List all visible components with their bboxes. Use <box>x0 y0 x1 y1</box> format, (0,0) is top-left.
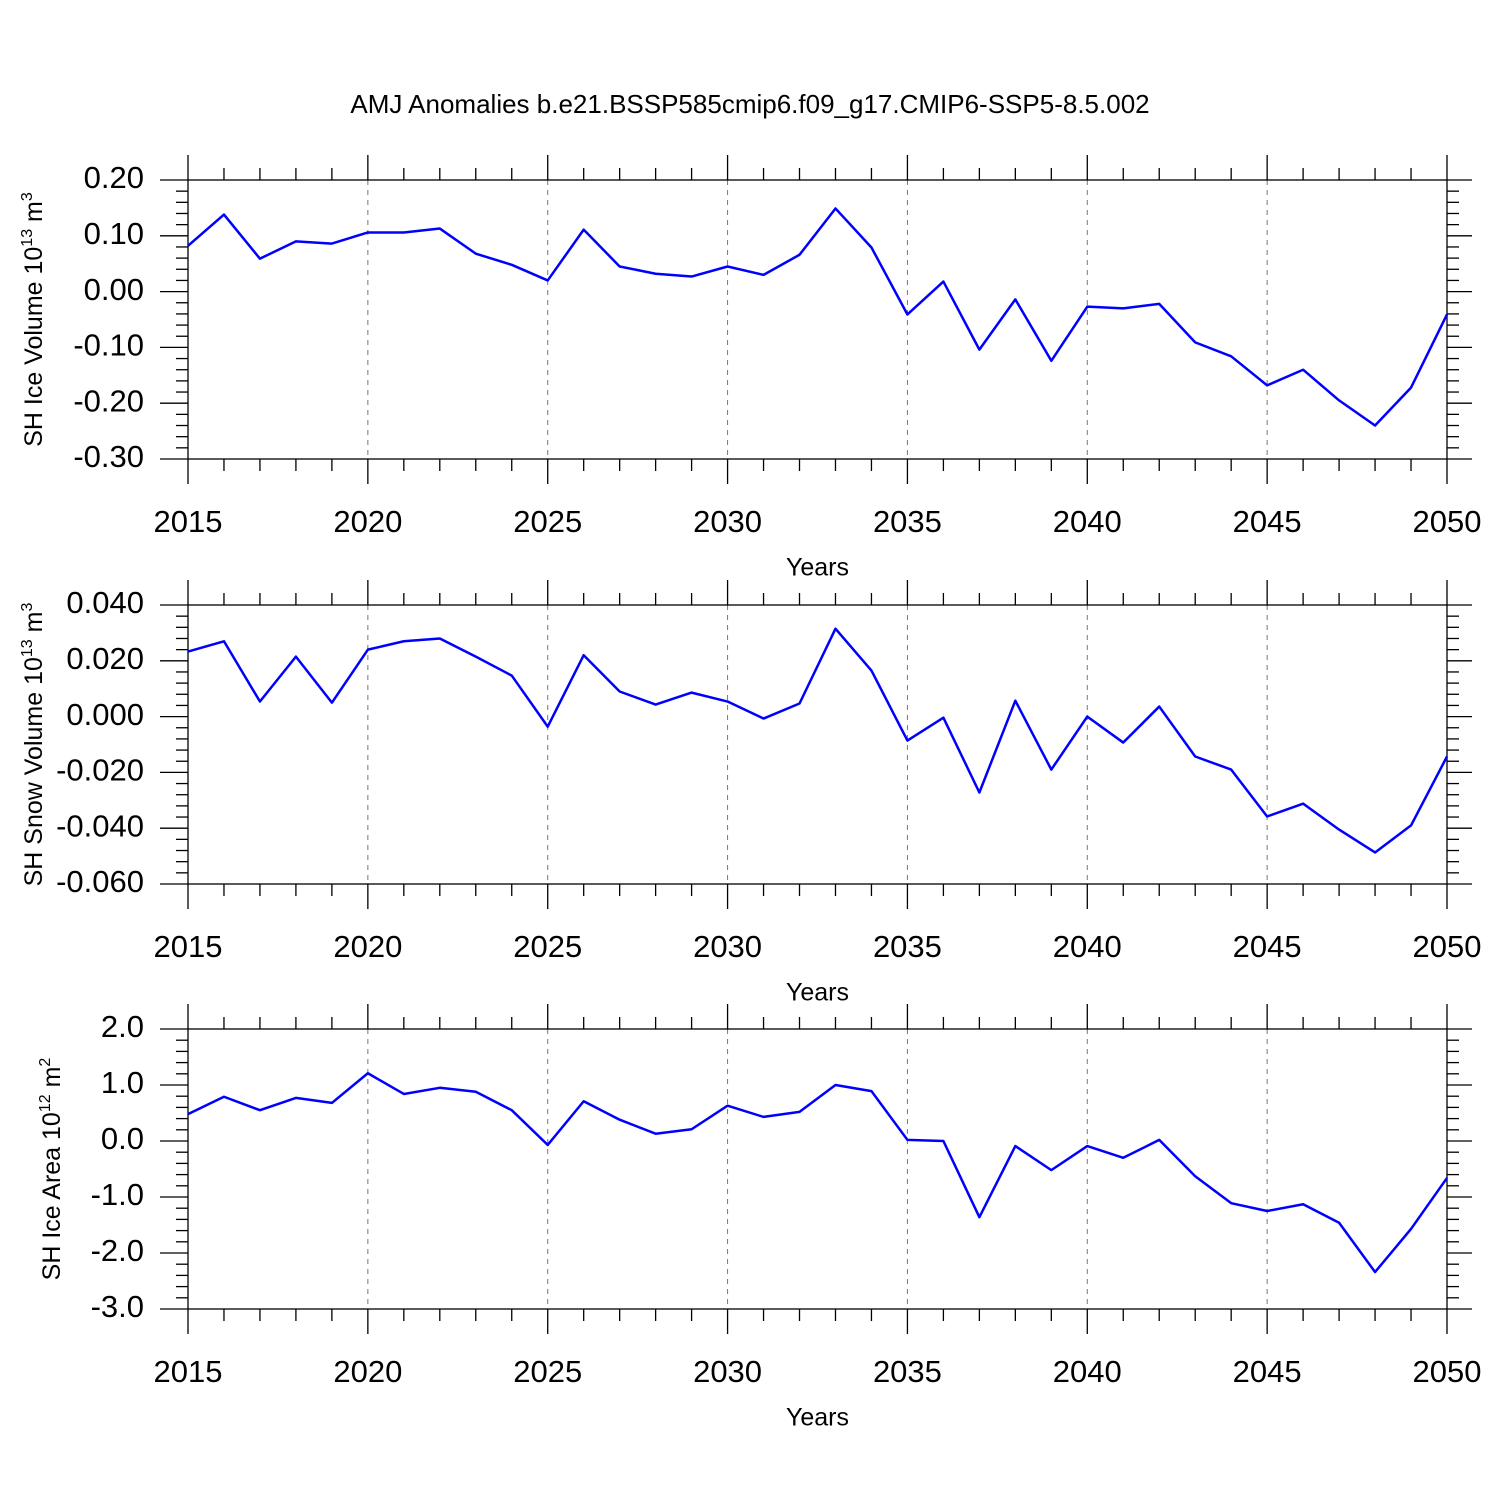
x-tick-label: 2035 <box>873 929 942 964</box>
x-tick-label: 2015 <box>154 1354 223 1389</box>
x-tick-label: 2025 <box>513 1354 582 1389</box>
x-tick-label: 2025 <box>513 504 582 539</box>
x-tick-label: 2045 <box>1233 504 1302 539</box>
x-tick-label: 2045 <box>1233 929 1302 964</box>
y-tick-label: 0.00 <box>84 272 144 307</box>
data-line <box>187 1071 1449 1274</box>
x-tick-label: 2020 <box>333 1354 402 1389</box>
x-axis-label: Years <box>786 554 849 582</box>
x-tick-label: 2030 <box>693 504 762 539</box>
y-tick-label: -0.040 <box>56 808 144 843</box>
x-tick-label: 2040 <box>1053 504 1122 539</box>
y-label-exponent: 12 <box>37 1094 54 1112</box>
x-tick-label: 2040 <box>1053 929 1122 964</box>
y-label-unit: m <box>20 201 48 229</box>
y-tick-label: 0.0 <box>101 1121 144 1156</box>
data-line <box>187 207 1449 427</box>
x-tick-label: 2050 <box>1413 929 1482 964</box>
x-tick-label: 2035 <box>873 1354 942 1389</box>
y-tick-label: -1.0 <box>91 1177 144 1212</box>
x-tick-label: 2040 <box>1053 1354 1122 1389</box>
x-tick-label: 2020 <box>333 929 402 964</box>
y-tick-label: 0.040 <box>66 585 144 620</box>
y-tick-label: -0.30 <box>73 439 144 474</box>
y-label-text: SH Ice Area 10 <box>38 1112 66 1280</box>
y-label-unit-exponent: 2 <box>37 1058 54 1067</box>
y-label-unit: m <box>38 1067 66 1095</box>
x-tick-label: 2035 <box>873 504 942 539</box>
x-tick-label: 2015 <box>154 929 223 964</box>
y-label-text: SH Ice Volume 10 <box>20 247 48 447</box>
x-tick-label: 2050 <box>1413 504 1482 539</box>
y-label-text: SH Snow Volume 10 <box>20 657 48 886</box>
y-axis-label: SH Ice Volume 1013 m3 <box>19 192 48 447</box>
x-tick-label: 2030 <box>693 1354 762 1389</box>
y-label-unit-exponent: 3 <box>19 192 36 201</box>
y-tick-label: 0.10 <box>84 216 144 251</box>
y-tick-label: -0.020 <box>56 753 144 788</box>
y-tick-label: -0.060 <box>56 864 144 899</box>
y-label-exponent: 13 <box>19 639 36 657</box>
y-tick-label: 1.0 <box>101 1065 144 1100</box>
x-axis-label: Years <box>786 1404 849 1432</box>
plot-frame <box>187 1028 1448 1310</box>
x-tick-label: 2020 <box>333 504 402 539</box>
plot-frame <box>187 179 1448 460</box>
y-label-exponent: 13 <box>19 229 36 247</box>
x-tick-label: 2025 <box>513 929 582 964</box>
x-tick-label: 2045 <box>1233 1354 1302 1389</box>
x-tick-label: 2030 <box>693 929 762 964</box>
y-label-unit: m <box>20 612 48 640</box>
y-tick-label: 0.000 <box>66 697 144 732</box>
y-tick-label: -0.10 <box>73 328 144 363</box>
x-axis-label: Years <box>786 979 849 1007</box>
y-tick-label: -0.20 <box>73 383 144 418</box>
y-tick-label: 0.20 <box>84 160 144 195</box>
y-tick-label: -2.0 <box>91 1233 144 1268</box>
y-tick-label: -3.0 <box>91 1289 144 1324</box>
y-tick-label: 0.020 <box>66 641 144 676</box>
y-axis-label: SH Snow Volume 1013 m3 <box>19 603 48 887</box>
plot-frame <box>187 604 1448 885</box>
x-tick-label: 2050 <box>1413 1354 1482 1389</box>
y-axis-label: SH Ice Area 1012 m2 <box>37 1058 66 1281</box>
x-tick-label: 2015 <box>154 504 223 539</box>
y-label-unit-exponent: 3 <box>19 603 36 612</box>
figure-title: AMJ Anomalies b.e21.BSSP585cmip6.f09_g17… <box>350 89 1149 119</box>
y-tick-label: 2.0 <box>101 1009 144 1044</box>
data-line <box>187 627 1449 854</box>
